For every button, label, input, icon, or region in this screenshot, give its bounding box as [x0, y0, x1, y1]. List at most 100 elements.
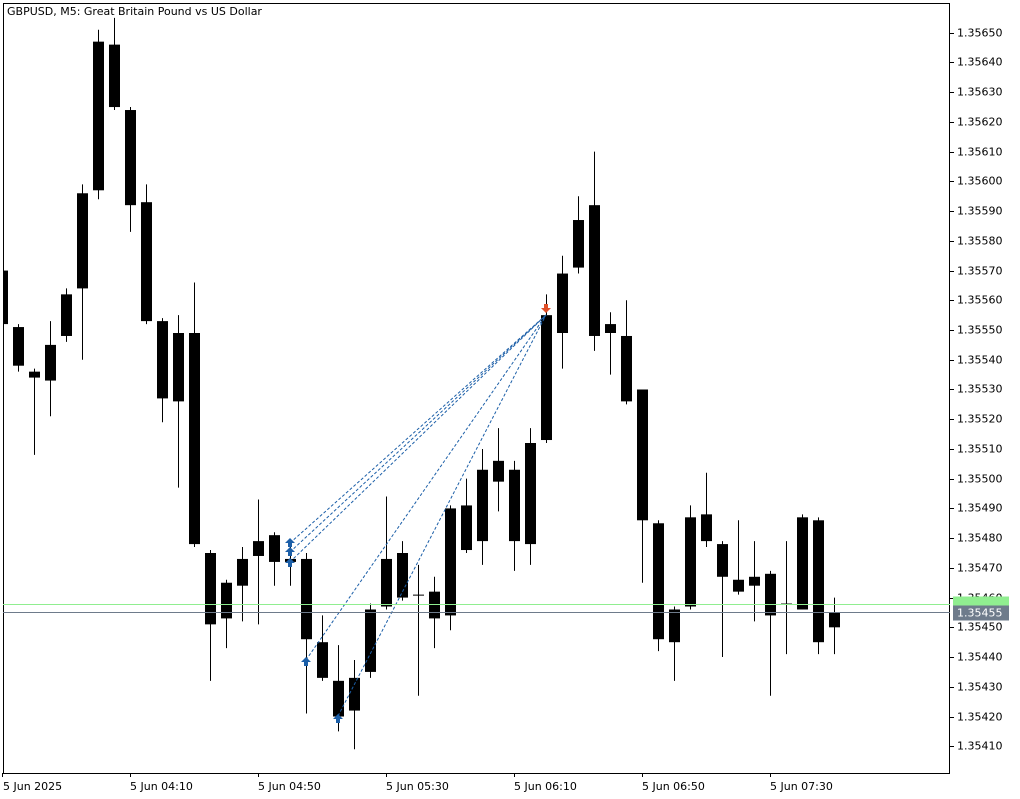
y-tick-label: 1.35590: [957, 205, 1003, 218]
y-tick-label: 1.35450: [957, 621, 1003, 634]
candle-body: [77, 193, 88, 289]
candle-body: [557, 273, 568, 333]
y-tick-label: 1.35640: [957, 56, 1003, 69]
candle-body: [589, 205, 600, 336]
candle-body: [653, 523, 664, 640]
y-tick-label: 1.35480: [957, 532, 1003, 545]
trade-link: [289, 314, 547, 553]
candle-body: [173, 333, 184, 402]
candle-body: [669, 609, 680, 643]
trade-link: [289, 314, 547, 544]
x-tick-label: 5 Jun 04:10: [130, 780, 193, 793]
candle-body: [221, 582, 232, 619]
y-tick-label: 1.35560: [957, 294, 1003, 307]
candle-body: [493, 460, 504, 482]
y-tick-label: 1.35440: [957, 651, 1003, 664]
candle-body: [717, 544, 728, 577]
x-tick-label: 5 Jun 06:50: [642, 780, 705, 793]
candle-body: [813, 520, 824, 643]
candle-body: [685, 517, 696, 607]
trade-arrows: [285, 304, 551, 723]
trade-link: [337, 314, 547, 717]
bid-label: 1.35455: [957, 607, 1003, 620]
candle-body: [269, 535, 280, 562]
candle-body: [397, 553, 408, 598]
candle-body: [829, 612, 840, 628]
y-tick-label: 1.35410: [957, 740, 1003, 753]
trade-links: [289, 314, 547, 717]
candle-body: [157, 321, 168, 399]
candle-body: [29, 371, 40, 378]
candle-body: [445, 508, 456, 616]
candle-body: [605, 324, 616, 333]
y-tick-label: 1.35420: [957, 711, 1003, 724]
plot: [3, 17, 840, 750]
candle-body: [637, 389, 648, 521]
chart-title: GBPUSD, M5: Great Britain Pound vs US Do…: [7, 5, 262, 18]
buy-arrow: [285, 558, 295, 567]
candle-body: [3, 270, 8, 325]
x-tick-label: 5 Jun 04:50: [258, 780, 321, 793]
y-tick-label: 1.35570: [957, 265, 1003, 278]
y-tick-label: 1.35610: [957, 146, 1003, 159]
candle-body: [349, 677, 360, 711]
buy-arrow: [285, 538, 295, 547]
y-tick-label: 1.35630: [957, 86, 1003, 99]
bid-label-box: [953, 605, 1009, 621]
buy-arrow: [301, 657, 311, 666]
y-tick-label: 1.35430: [957, 681, 1003, 694]
y-tick-label: 1.35580: [957, 235, 1003, 248]
buy-arrow: [285, 547, 295, 556]
candle-body: [205, 553, 216, 625]
candle-body: [93, 41, 104, 191]
candle-body: [765, 573, 776, 616]
plot-frame: [3, 3, 950, 774]
candle-body: [237, 558, 248, 586]
y-tick-label: 1.35650: [957, 27, 1003, 40]
y-tick-label: 1.35620: [957, 116, 1003, 129]
y-tick-label: 1.35500: [957, 473, 1003, 486]
candle-body: [61, 294, 72, 336]
x-tick-label: 5 Jun 07:30: [770, 780, 833, 793]
candle-body: [525, 443, 536, 545]
candle-body: [477, 469, 488, 542]
candle-body: [573, 220, 584, 268]
trade-link: [305, 314, 547, 661]
y-tick-label: 1.35490: [957, 502, 1003, 515]
y-tick-label: 1.35510: [957, 443, 1003, 456]
candle-body: [509, 469, 520, 542]
candle-body: [749, 576, 760, 586]
candle-body: [621, 335, 632, 402]
y-tick-label: 1.35470: [957, 562, 1003, 575]
candle-body: [45, 344, 56, 381]
sell-arrow: [541, 304, 551, 313]
candle-body: [381, 558, 392, 607]
buy-arrow: [333, 714, 343, 723]
candle-body: [365, 609, 376, 672]
candle-body: [541, 315, 552, 441]
candle-body: [429, 591, 440, 619]
candle-body: [125, 110, 136, 206]
y-tick-label: 1.35520: [957, 413, 1003, 426]
candle-body: [141, 202, 152, 322]
candle-body: [301, 558, 312, 640]
candle-body: [189, 333, 200, 545]
x-tick-label: 5 Jun 05:30: [386, 780, 449, 793]
candle-body: [733, 579, 744, 592]
candle-body: [253, 541, 264, 556]
x-tick-label: 5 Jun 06:10: [514, 780, 577, 793]
y-tick-label: 1.35550: [957, 324, 1003, 337]
candle-body: [461, 505, 472, 551]
candle-body: [701, 514, 712, 542]
candle-body: [13, 327, 24, 366]
y-tick-label: 1.35540: [957, 354, 1003, 367]
candle-body: [797, 517, 808, 610]
candle-body: [109, 44, 120, 108]
y-tick-label: 1.35530: [957, 383, 1003, 396]
candle-body: [413, 594, 424, 596]
candle-body: [333, 680, 344, 717]
x-tick-label: 5 Jun 2025: [3, 780, 62, 793]
candle-body: [317, 642, 328, 678]
